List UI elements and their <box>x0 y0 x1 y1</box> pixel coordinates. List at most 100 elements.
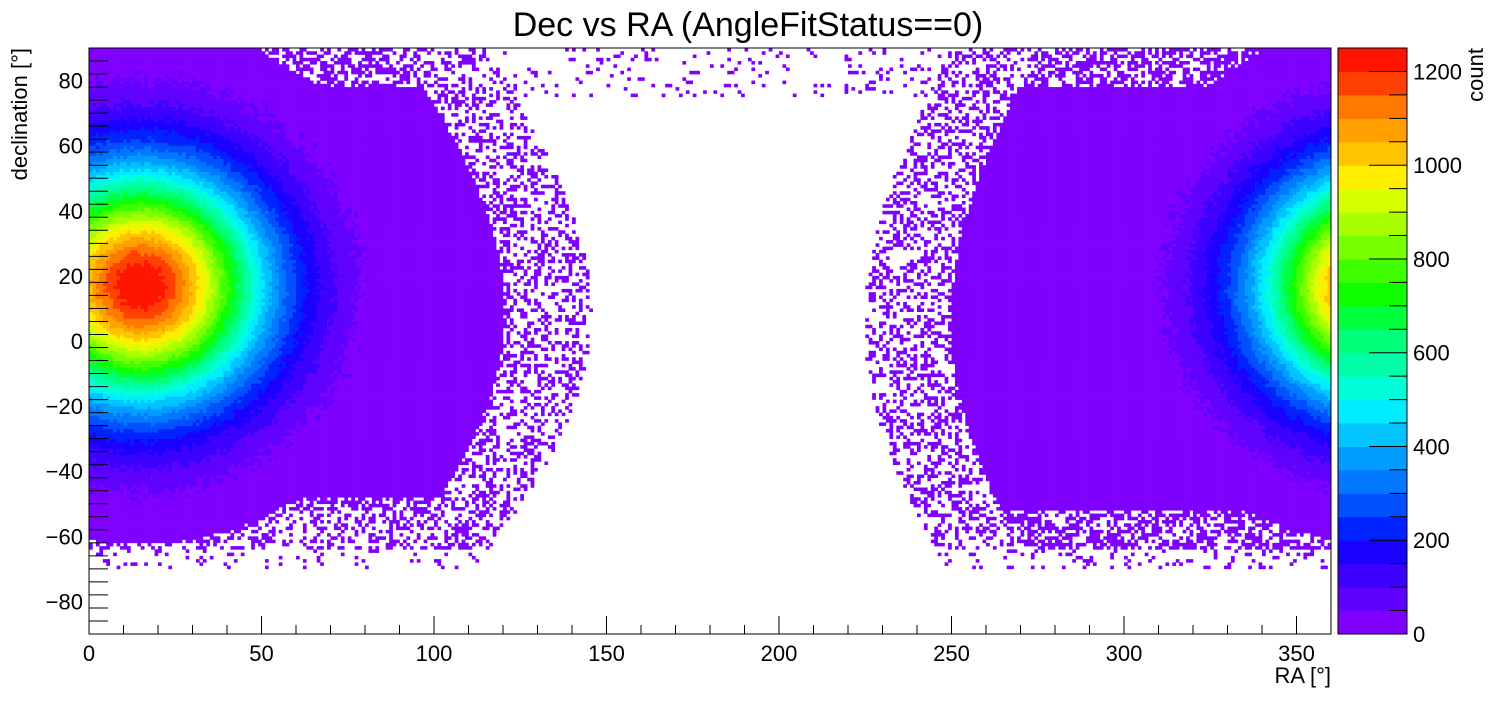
heatmap-cell <box>1103 474 1107 478</box>
heatmap-cell <box>348 461 352 465</box>
heatmap-cell <box>1138 507 1142 511</box>
heatmap-cell <box>1276 507 1280 511</box>
heatmap-cell <box>1210 481 1214 485</box>
heatmap-cell <box>1162 468 1166 472</box>
heatmap-cell <box>1058 468 1062 472</box>
heatmap-cell <box>1010 484 1014 488</box>
heatmap-cell <box>1228 504 1232 508</box>
heatmap-cell <box>186 491 190 495</box>
heatmap-cell <box>1027 543 1031 547</box>
heatmap-cell <box>92 494 96 498</box>
heatmap-cell <box>341 530 345 534</box>
heatmap-cell <box>1200 514 1204 518</box>
heatmap-cell <box>362 461 366 465</box>
heatmap-cell <box>1010 461 1014 465</box>
heatmap-cell <box>99 484 103 488</box>
heatmap-cell <box>1141 527 1145 531</box>
heatmap-cell <box>289 507 293 511</box>
heatmap-cell <box>1290 501 1294 505</box>
heatmap-cell <box>1317 527 1321 531</box>
heatmap-cell <box>1076 471 1080 475</box>
heatmap-cell <box>251 494 255 498</box>
heatmap-cell <box>1234 478 1238 482</box>
heatmap-cell <box>213 465 217 469</box>
heatmap-cell <box>1262 566 1266 570</box>
heatmap-cell <box>1058 543 1062 547</box>
heatmap-cell <box>1262 484 1266 488</box>
heatmap-cell <box>1314 488 1318 492</box>
heatmap-cell <box>520 468 524 472</box>
heatmap-cell <box>1176 478 1180 482</box>
heatmap-cell <box>168 530 172 534</box>
heatmap-cell <box>1096 540 1100 544</box>
heatmap-cell <box>489 484 493 488</box>
heatmap-cell <box>120 520 124 524</box>
heatmap-cell <box>1272 501 1276 505</box>
heatmap-cell <box>965 507 969 511</box>
heatmap-cell <box>1228 540 1232 544</box>
heatmap-cell <box>389 520 393 524</box>
heatmap-cell <box>206 523 210 527</box>
heatmap-cell <box>1165 488 1169 492</box>
heatmap-cell <box>189 481 193 485</box>
heatmap-cell <box>434 536 438 540</box>
heatmap-cell <box>110 488 114 492</box>
heatmap-cell <box>1017 461 1021 465</box>
heatmap-cell <box>1252 484 1256 488</box>
heatmap-cell <box>1269 461 1273 465</box>
heatmap-cell <box>1055 474 1059 478</box>
heatmap-cell <box>268 478 272 482</box>
heatmap-cell <box>141 514 145 518</box>
heatmap-cell <box>234 474 238 478</box>
heatmap-cell <box>1196 517 1200 521</box>
heatmap-cell <box>1014 478 1018 482</box>
heatmap-cell <box>1245 536 1249 540</box>
heatmap-cell <box>524 488 528 492</box>
heatmap-cell <box>1255 536 1259 540</box>
heatmap-cell <box>983 540 987 544</box>
heatmap-cell <box>1183 471 1187 475</box>
heatmap-cell <box>1310 494 1314 498</box>
heatmap-cell <box>265 566 269 570</box>
heatmap-cell <box>400 510 404 514</box>
heatmap-cell <box>137 481 141 485</box>
heatmap-cell <box>1303 510 1307 514</box>
heatmap-cell <box>1062 491 1066 495</box>
heatmap-cell <box>434 491 438 495</box>
heatmap-cell <box>1214 523 1218 527</box>
heatmap-cell <box>1124 562 1128 566</box>
heatmap-cell <box>224 484 228 488</box>
heatmap-cell <box>417 471 421 475</box>
heatmap-cell <box>1269 549 1273 553</box>
heatmap-cell <box>1279 468 1283 472</box>
heatmap-cell <box>934 536 938 540</box>
heatmap-cell <box>92 468 96 472</box>
heatmap-cell <box>1010 468 1014 472</box>
heatmap-cell <box>92 491 96 495</box>
heatmap-cell <box>1045 527 1049 531</box>
heatmap-cell <box>1324 474 1328 478</box>
heatmap-cell <box>120 504 124 508</box>
heatmap-cell <box>179 517 183 521</box>
heatmap-cell <box>1207 478 1211 482</box>
heatmap-cell <box>441 488 445 492</box>
heatmap-cell <box>482 491 486 495</box>
heatmap-cell <box>513 488 517 492</box>
heatmap-cell <box>1148 468 1152 472</box>
heatmap-cell <box>127 465 131 469</box>
heatmap-cell <box>334 507 338 511</box>
heatmap-cell <box>224 510 228 514</box>
heatmap-cell <box>1248 510 1252 514</box>
heatmap-cell <box>241 520 245 524</box>
heatmap-cell <box>351 468 355 472</box>
heatmap-cell <box>1200 461 1204 465</box>
heatmap-cell <box>241 497 245 501</box>
heatmap-cell <box>945 514 949 518</box>
heatmap-cell <box>1293 465 1297 469</box>
heatmap-cell <box>437 488 441 492</box>
heatmap-cell <box>1086 501 1090 505</box>
heatmap-cell <box>365 481 369 485</box>
heatmap-cell <box>165 543 169 547</box>
heatmap-cell <box>389 484 393 488</box>
heatmap-cell <box>196 484 200 488</box>
